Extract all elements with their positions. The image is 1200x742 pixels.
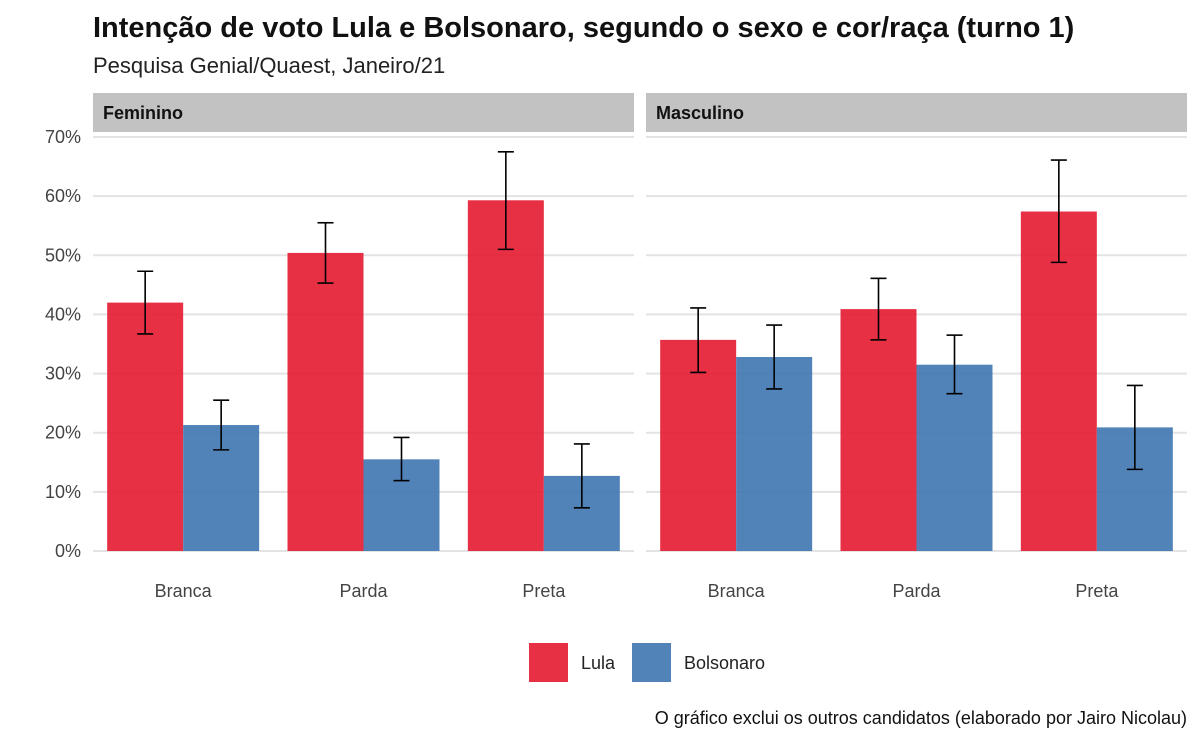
error-bar: [393, 436, 410, 482]
bar-lula-parda: [287, 252, 364, 552]
legend-swatch: [529, 643, 568, 682]
y-tick-label: 60%: [45, 186, 81, 206]
legend-label: Lula: [581, 653, 616, 673]
facet-strip-label: Feminino: [103, 103, 183, 123]
legend-swatch: [632, 643, 671, 682]
error-bar: [870, 277, 887, 341]
legend-label: Bolsonaro: [684, 653, 765, 673]
error-bar: [690, 307, 707, 374]
y-tick-label: 10%: [45, 482, 81, 502]
error-bar: [213, 399, 230, 451]
y-tick-label: 20%: [45, 423, 81, 443]
legend: Lula Bolsonaro: [529, 643, 765, 682]
error-bar: [137, 270, 154, 335]
error-bar: [1126, 384, 1143, 471]
legend-item-bolsonaro: Bolsonaro: [632, 643, 765, 682]
error-bar: [766, 324, 783, 390]
error-bar: [1050, 159, 1067, 264]
chart-subtitle: Pesquisa Genial/Quaest, Janeiro/21: [93, 53, 445, 78]
x-tick-label: Parda: [339, 581, 388, 601]
bar-lula-preta: [1020, 211, 1097, 551]
facet-panel-feminino: Feminino Branca Parda Preta: [93, 93, 634, 601]
y-tick-label: 30%: [45, 364, 81, 384]
facet-panel-masculino: Masculino Branca Parda Preta: [646, 93, 1187, 601]
bar-lula-preta: [467, 200, 544, 552]
x-tick-label: Preta: [522, 581, 566, 601]
error-bar: [497, 150, 514, 251]
chart-title: Intenção de voto Lula e Bolsonaro, segun…: [93, 12, 1074, 44]
plot-area: 0% 10% 20% 30% 40% 50% 60% 70% Feminino Branca Par…: [45, 93, 1187, 601]
y-tick-label: 40%: [45, 304, 81, 324]
bar-lula-branca: [660, 339, 737, 551]
y-tick-label: 0%: [55, 541, 81, 561]
x-tick-label: Parda: [892, 581, 941, 601]
error-bar: [317, 221, 334, 284]
x-tick-label: Preta: [1075, 581, 1119, 601]
facet-strip: [646, 93, 1187, 132]
facet-strip: [93, 93, 634, 132]
facet-strip-label: Masculino: [656, 103, 744, 123]
bar-lula-parda: [840, 309, 917, 551]
bar-lula-branca: [107, 302, 184, 551]
legend-item-lula: Lula: [529, 643, 616, 682]
y-tick-label: 50%: [45, 245, 81, 265]
bar-bolsonaro-parda: [916, 364, 993, 551]
error-bar: [946, 334, 963, 395]
chart-caption: O gráfico exclui os outros candidatos (e…: [655, 708, 1187, 728]
x-tick-label: Branca: [155, 581, 213, 601]
y-tick-label: 70%: [45, 127, 81, 147]
x-tick-label: Branca: [708, 581, 766, 601]
error-bar: [573, 443, 590, 509]
